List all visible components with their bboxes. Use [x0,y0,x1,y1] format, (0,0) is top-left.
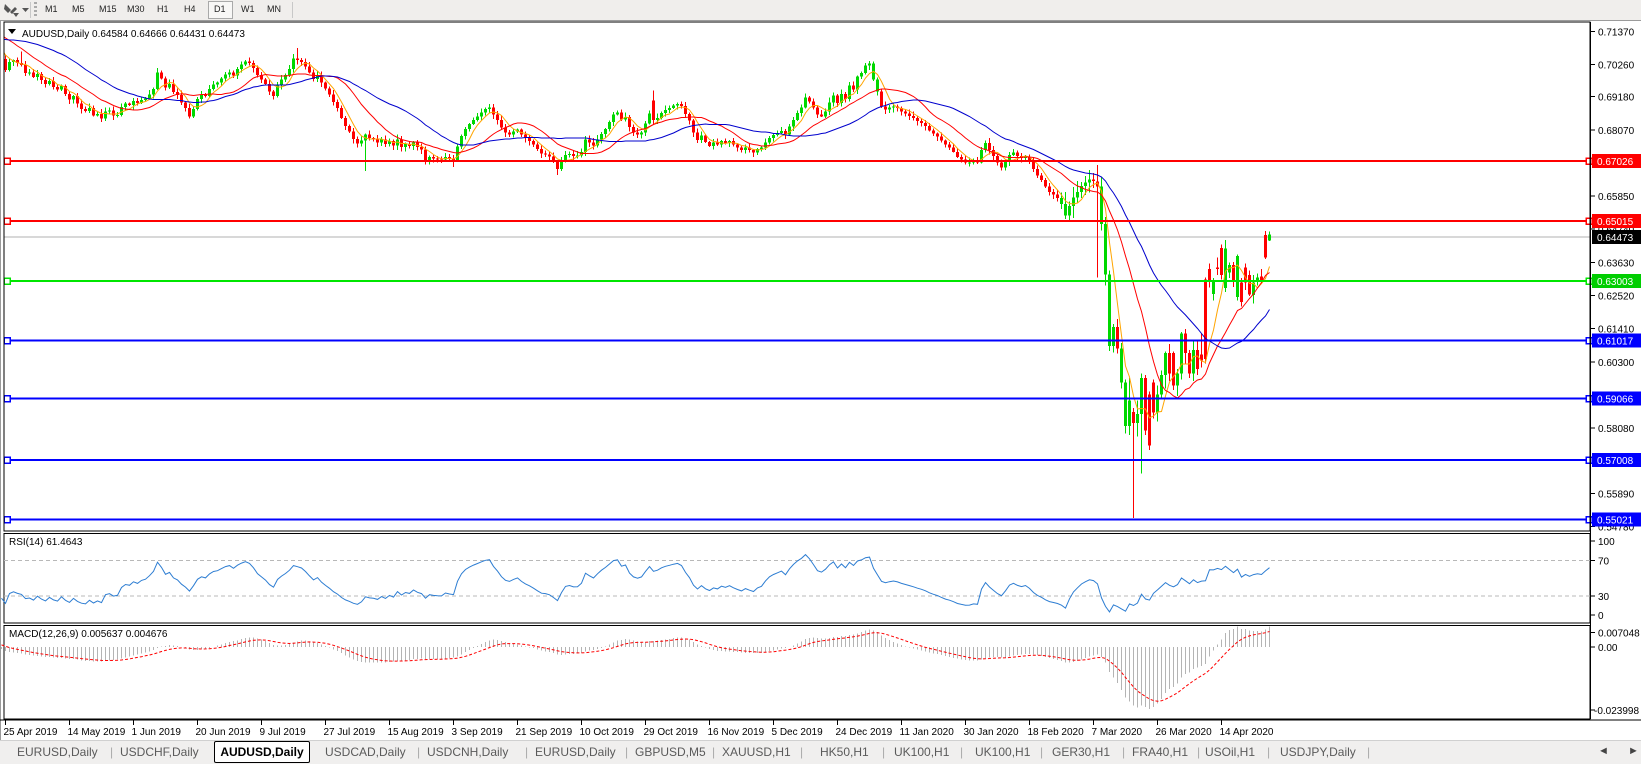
svg-text:0.65015: 0.65015 [1597,217,1634,228]
svg-text:14 Apr 2020: 14 Apr 2020 [1220,727,1274,738]
svg-text:70: 70 [1598,557,1610,568]
svg-text:AUDUSD,Daily 0.64584 0.64666: AUDUSD,Daily 0.64584 0.64666 0.64431 0.6… [22,29,245,40]
svg-text:100: 100 [1598,537,1615,548]
svg-text:18 Feb 2020: 18 Feb 2020 [1028,727,1085,738]
svg-text:15 Aug 2019: 15 Aug 2019 [388,727,445,738]
svg-text:0.64473: 0.64473 [1597,233,1634,244]
svg-text:0.60300: 0.60300 [1598,358,1635,369]
svg-text:10 Oct 2019: 10 Oct 2019 [580,727,635,738]
svg-text:0: 0 [1598,611,1604,622]
svg-text:MACD(12,26,9) 0.005637 0.00467: MACD(12,26,9) 0.005637 0.004676 [9,629,168,640]
svg-text:14 May 2019: 14 May 2019 [68,727,126,738]
svg-text:0.71370: 0.71370 [1598,28,1635,39]
svg-text:3 Sep 2019: 3 Sep 2019 [452,727,504,738]
svg-text:21 Sep 2019: 21 Sep 2019 [516,727,573,738]
svg-text:0.61410: 0.61410 [1598,325,1635,336]
svg-text:27 Jul 2019: 27 Jul 2019 [324,727,376,738]
svg-text:0.58080: 0.58080 [1598,424,1635,435]
svg-text:25 Apr 2019: 25 Apr 2019 [4,727,58,738]
svg-text:26 Mar 2020: 26 Mar 2020 [1156,727,1213,738]
svg-text:0.63630: 0.63630 [1598,259,1635,270]
svg-text:-0.023998: -0.023998 [1594,706,1639,717]
svg-text:0.55890: 0.55890 [1598,490,1635,501]
svg-text:11 Jan 2020: 11 Jan 2020 [900,727,955,738]
svg-text:20 Jun 2019: 20 Jun 2019 [196,727,251,738]
svg-text:0.68070: 0.68070 [1598,126,1635,137]
svg-text:0.67026: 0.67026 [1597,157,1634,168]
svg-text:9 Jul 2019: 9 Jul 2019 [260,727,307,738]
svg-text:0.70260: 0.70260 [1598,61,1635,72]
svg-text:1 Jun 2019: 1 Jun 2019 [132,727,182,738]
svg-text:16 Nov 2019: 16 Nov 2019 [708,727,765,738]
svg-text:5 Dec 2019: 5 Dec 2019 [772,727,824,738]
svg-text:0.69180: 0.69180 [1598,93,1635,104]
svg-text:0.62520: 0.62520 [1598,292,1635,303]
svg-text:0.63003: 0.63003 [1597,277,1634,288]
svg-text:0.55021: 0.55021 [1597,516,1634,527]
svg-text:RSI(14) 61.4643: RSI(14) 61.4643 [9,537,83,548]
svg-text:0.00: 0.00 [1598,643,1618,654]
svg-text:0.57008: 0.57008 [1597,456,1634,467]
svg-text:0.007048: 0.007048 [1598,629,1640,640]
svg-text:0.59066: 0.59066 [1597,395,1634,406]
svg-text:0.61017: 0.61017 [1597,337,1634,348]
svg-text:30: 30 [1598,592,1610,603]
svg-text:7 Mar 2020: 7 Mar 2020 [1092,727,1143,738]
svg-text:0.65850: 0.65850 [1598,192,1635,203]
svg-text:24 Dec 2019: 24 Dec 2019 [836,727,893,738]
svg-text:30 Jan 2020: 30 Jan 2020 [964,727,1019,738]
svg-text:0.54780: 0.54780 [1598,523,1635,534]
svg-text:29 Oct 2019: 29 Oct 2019 [644,727,699,738]
